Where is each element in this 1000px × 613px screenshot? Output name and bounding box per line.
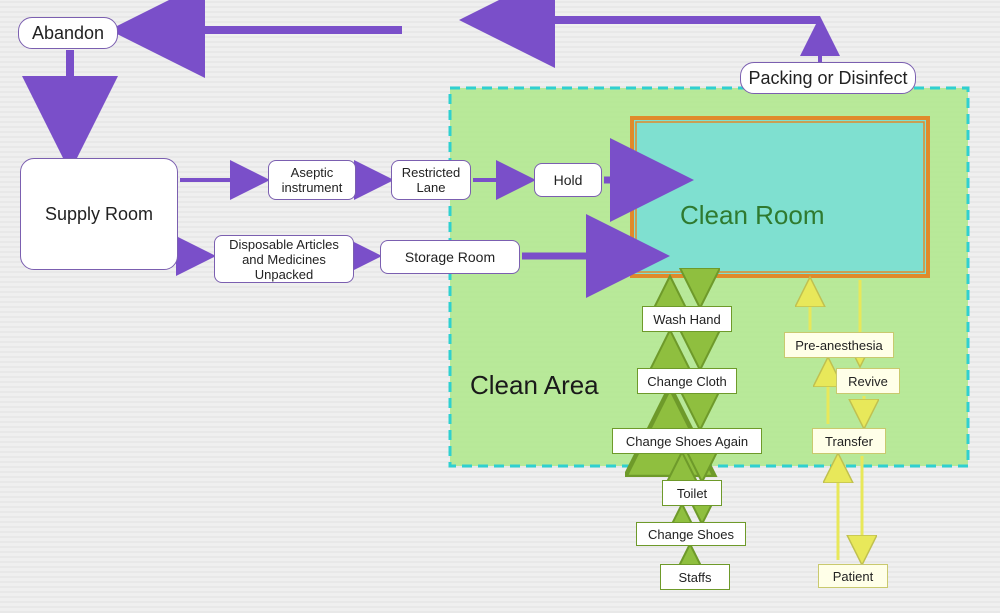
node-restricted: Restricted Lane: [391, 160, 471, 200]
node-supply-label: Supply Room: [45, 204, 153, 225]
node-abandon-label: Abandon: [32, 23, 104, 44]
node-toilet-label: Toilet: [677, 486, 707, 501]
node-supply: Supply Room: [20, 158, 178, 270]
node-hold-label: Hold: [554, 172, 583, 188]
node-toilet: Toilet: [662, 480, 722, 506]
node-wash: Wash Hand: [642, 306, 732, 332]
node-aseptic-label: Aseptic instrument: [273, 165, 351, 195]
node-shoes_again: Change Shoes Again: [612, 428, 762, 454]
node-staffs: Staffs: [660, 564, 730, 590]
node-transfer-label: Transfer: [825, 434, 873, 449]
node-patient-label: Patient: [833, 569, 873, 584]
node-packing-label: Packing or Disinfect: [748, 68, 907, 89]
node-abandon: Abandon: [18, 17, 118, 49]
node-shoes: Change Shoes: [636, 522, 746, 546]
node-restricted-label: Restricted Lane: [396, 165, 466, 195]
node-aseptic: Aseptic instrument: [268, 160, 356, 200]
clean-room-label: Clean Room: [680, 200, 825, 231]
node-wash-label: Wash Hand: [653, 312, 720, 327]
node-revive-label: Revive: [848, 374, 888, 389]
node-staffs-label: Staffs: [678, 570, 711, 585]
node-packing: Packing or Disinfect: [740, 62, 916, 94]
node-transfer: Transfer: [812, 428, 886, 454]
node-cloth-label: Change Cloth: [647, 374, 727, 389]
node-disposable: Disposable Articles and Medicines Unpack…: [214, 235, 354, 283]
node-storage: Storage Room: [380, 240, 520, 274]
node-revive: Revive: [836, 368, 900, 394]
node-hold: Hold: [534, 163, 602, 197]
node-storage-label: Storage Room: [405, 249, 495, 265]
node-shoes-label: Change Shoes: [648, 527, 734, 542]
node-preanes: Pre-anesthesia: [784, 332, 894, 358]
node-patient: Patient: [818, 564, 888, 588]
clean-area-label: Clean Area: [470, 370, 599, 401]
node-disposable-label: Disposable Articles and Medicines Unpack…: [219, 237, 349, 282]
node-preanes-label: Pre-anesthesia: [795, 338, 882, 353]
node-cloth: Change Cloth: [637, 368, 737, 394]
node-shoes_again-label: Change Shoes Again: [626, 434, 748, 449]
